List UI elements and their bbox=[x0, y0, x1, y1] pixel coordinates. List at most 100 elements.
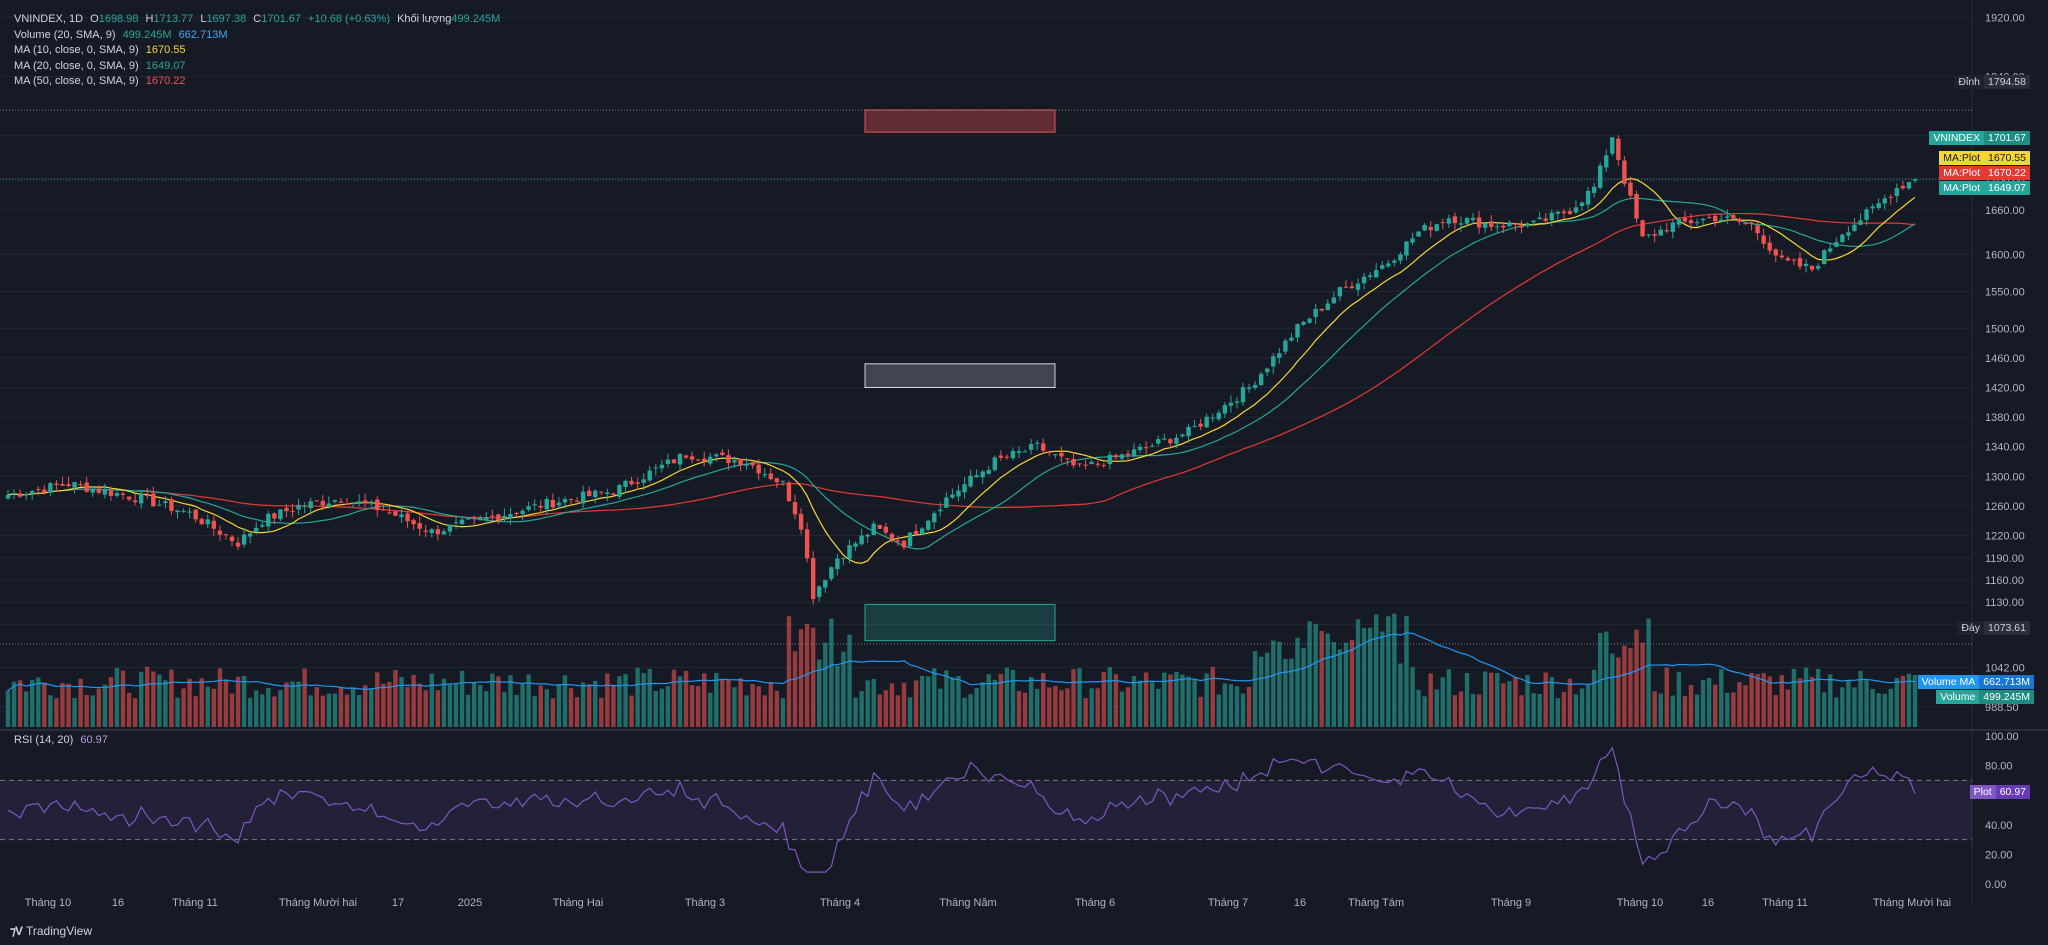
volume-bar bbox=[284, 682, 289, 727]
volume-bar bbox=[1313, 623, 1318, 727]
candle-body bbox=[695, 459, 701, 461]
candle-body bbox=[199, 519, 204, 525]
candle-body bbox=[193, 509, 198, 520]
volume-bar bbox=[278, 690, 283, 727]
candle-body bbox=[871, 523, 876, 536]
candle-body bbox=[853, 543, 858, 547]
rsi-tag-value: 60.97 bbox=[1995, 785, 2030, 799]
price-tick-label: 1460.00 bbox=[1985, 353, 2025, 365]
price-tick-label: 1420.00 bbox=[1985, 383, 2025, 395]
volume-bar bbox=[1343, 642, 1349, 727]
candle-body bbox=[1731, 215, 1736, 219]
volume-bar bbox=[962, 697, 967, 727]
candle-body bbox=[1640, 220, 1645, 237]
candle-body bbox=[1476, 217, 1482, 228]
rsi-label: RSI (14, 20) bbox=[14, 734, 74, 746]
candles bbox=[5, 135, 1918, 605]
candle-body bbox=[968, 475, 973, 487]
volume-bar bbox=[1004, 667, 1010, 727]
candle-body bbox=[465, 518, 471, 520]
volume-bar bbox=[423, 690, 428, 727]
volume-bar bbox=[78, 678, 83, 727]
candle-body bbox=[175, 510, 180, 513]
candle-body bbox=[1240, 387, 1246, 403]
ma20-line bbox=[7, 197, 1916, 550]
candle-body bbox=[1773, 249, 1778, 256]
candle-body bbox=[1912, 179, 1918, 181]
candle-body bbox=[11, 493, 17, 495]
volume-bar bbox=[1767, 676, 1772, 727]
volume-bar bbox=[5, 690, 11, 727]
trough-tag: Đáy 1073.61 bbox=[1957, 621, 2030, 635]
volume-bar bbox=[671, 669, 677, 727]
candle-body bbox=[526, 506, 531, 510]
volume-bar bbox=[1452, 695, 1458, 727]
volume-bar bbox=[1791, 668, 1797, 727]
candle-body bbox=[774, 478, 780, 483]
candle-body bbox=[1083, 464, 1088, 466]
legend-ma50-row: MA (50, close, 0, SMA, 9) 1670.22 bbox=[14, 74, 500, 90]
volume-bar bbox=[1573, 694, 1579, 727]
volume-bar bbox=[320, 695, 326, 727]
volume-bar bbox=[1773, 695, 1778, 727]
candle-body bbox=[223, 534, 229, 536]
time-tick-label: 2025 bbox=[458, 897, 482, 909]
candle-body bbox=[260, 525, 265, 527]
volume-bar bbox=[429, 673, 434, 727]
candle-body bbox=[151, 493, 156, 507]
legend-volume-v2: 662.713M bbox=[178, 28, 228, 41]
legend-volume-label: Khối lượng bbox=[397, 13, 452, 25]
candle-body bbox=[1519, 225, 1524, 228]
volume-bar bbox=[1476, 694, 1482, 727]
candle-body bbox=[1150, 445, 1155, 447]
candle-body bbox=[562, 499, 568, 503]
candle-body bbox=[84, 482, 89, 492]
candle-body bbox=[992, 457, 997, 471]
time-tick-label: Tháng Hai bbox=[553, 897, 604, 909]
volume-bar bbox=[1258, 656, 1264, 727]
volume-bar bbox=[1440, 677, 1445, 727]
volume-bar bbox=[102, 684, 108, 727]
candle-body bbox=[1840, 234, 1845, 243]
rsi-line bbox=[7, 746, 1916, 873]
legend-ma50-label: MA (50, close, 0, SMA, 9) bbox=[14, 75, 139, 87]
time-tick-label: Tháng Tám bbox=[1348, 897, 1404, 909]
candle-body bbox=[1815, 265, 1821, 269]
legend-ma10-row: MA (10, close, 0, SMA, 9) 1670.55 bbox=[14, 43, 500, 59]
ma10-tag-label: MA:Plot bbox=[1939, 151, 1985, 165]
volume-bar bbox=[1809, 676, 1815, 727]
volume-bar bbox=[1331, 642, 1337, 727]
volume-bar bbox=[217, 668, 223, 727]
volume-bar bbox=[726, 679, 731, 727]
candle-body bbox=[635, 482, 640, 484]
volume-bar bbox=[1591, 669, 1597, 727]
candle-body bbox=[1210, 417, 1215, 419]
volume-bar bbox=[1688, 684, 1694, 727]
candle-body bbox=[66, 484, 71, 486]
candle-body bbox=[877, 525, 882, 529]
volume-bar bbox=[1422, 696, 1427, 727]
rsi-pane bbox=[0, 746, 1972, 873]
volume-bar bbox=[708, 692, 713, 727]
volume-bar bbox=[538, 685, 543, 727]
volume-bar bbox=[1870, 689, 1875, 727]
candle-body bbox=[1041, 443, 1046, 451]
volume-bar bbox=[1458, 691, 1464, 727]
candle-body bbox=[1265, 368, 1270, 373]
time-tick-label: Tháng 10 bbox=[25, 897, 71, 909]
candle-body bbox=[1428, 226, 1433, 231]
volume-bar bbox=[30, 679, 35, 727]
volume-bar bbox=[665, 686, 671, 727]
volume-bar bbox=[1113, 674, 1119, 727]
candle-body bbox=[810, 558, 816, 600]
grid-lines bbox=[0, 16, 1972, 708]
footer-brand[interactable]: ⁊V TradingView bbox=[10, 924, 92, 938]
candle-body bbox=[665, 459, 671, 464]
candle-body bbox=[1719, 219, 1724, 222]
legend-ma20-row: MA (20, close, 0, SMA, 9) 1649.07 bbox=[14, 59, 500, 75]
candle-body bbox=[1591, 186, 1597, 193]
volume-bar bbox=[120, 670, 126, 727]
candle-body bbox=[205, 519, 210, 525]
candle-body bbox=[1664, 230, 1669, 232]
